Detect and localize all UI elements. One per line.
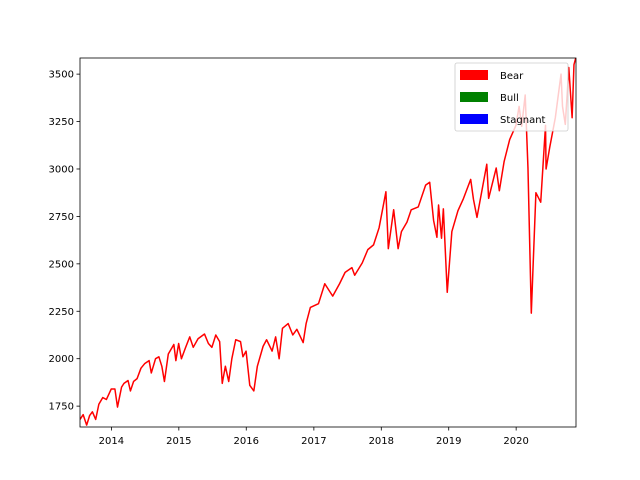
x-axis: 2014 2015 2016 2017 2018 2019 2020 <box>99 427 529 447</box>
x-tick-label: 2015 <box>166 436 191 447</box>
x-tick-label: 2019 <box>436 436 461 447</box>
x-tick-label: 2017 <box>301 436 326 447</box>
y-tick-label: 2250 <box>49 307 74 318</box>
x-tick-label: 2014 <box>99 436 124 447</box>
y-tick-label: 2750 <box>49 212 74 223</box>
y-tick-label: 2000 <box>49 354 74 365</box>
series-layer <box>80 58 576 426</box>
y-tick-label: 2500 <box>49 259 74 270</box>
axes-frame <box>79 57 577 428</box>
y-axis: 1750 2000 2250 2500 2750 3000 3250 3500 <box>49 70 80 413</box>
series-line-0 <box>80 58 576 426</box>
legend-swatch-bull <box>460 92 488 102</box>
legend-label-bear: Bear <box>500 71 524 82</box>
legend-label-bull: Bull <box>500 93 519 104</box>
y-tick-label: 3500 <box>49 70 74 81</box>
y-tick-label: 3000 <box>49 164 74 175</box>
legend: Bear Bull Stagnant <box>454 62 569 132</box>
y-tick-label: 3250 <box>49 117 74 128</box>
legend-swatch-stagnant <box>460 114 488 124</box>
x-tick-label: 2018 <box>369 436 394 447</box>
x-tick-label: 2020 <box>503 436 528 447</box>
legend-label-stagnant: Stagnant <box>500 115 546 126</box>
legend-swatch-bear <box>460 70 488 80</box>
y-tick-label: 1750 <box>49 402 74 413</box>
x-tick-label: 2016 <box>234 436 259 447</box>
